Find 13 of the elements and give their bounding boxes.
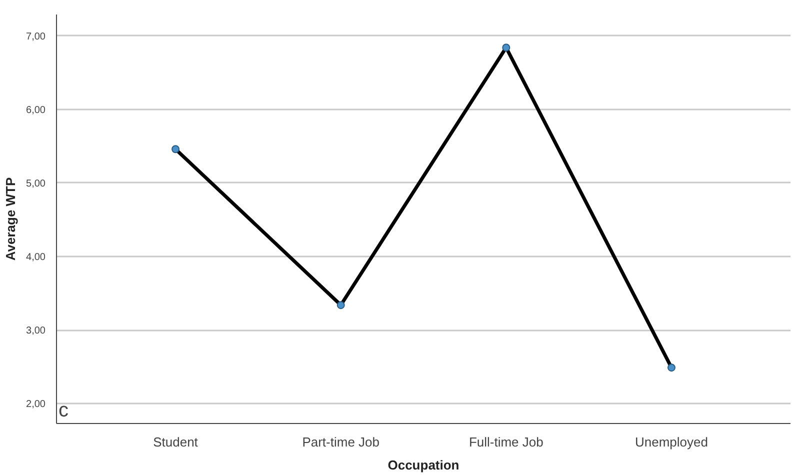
y-tick-label: 3,00 [26, 326, 46, 337]
y-tick-label: 6,00 [26, 104, 46, 116]
x-tick-label: Student [153, 434, 198, 450]
y-tick-label: 7,00 [26, 31, 46, 42]
y-axis-title: Average WTP [3, 177, 18, 261]
x-axis-title: Occupation [388, 458, 460, 472]
x-tick-label: Part-time Job [302, 434, 380, 450]
annotation: c [58, 400, 68, 422]
x-tick-label: Unemployed [634, 434, 708, 450]
y-tick-label: 5,00 [26, 178, 46, 190]
y-tick-label: 4,00 [26, 252, 46, 264]
x-tick-label: Full-time Job [468, 434, 544, 450]
y-tick-label: 2,00 [26, 399, 46, 410]
